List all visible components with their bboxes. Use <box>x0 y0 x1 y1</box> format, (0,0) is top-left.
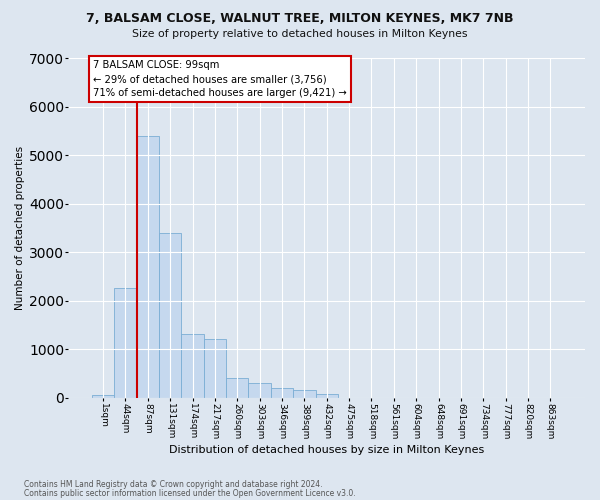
Text: Size of property relative to detached houses in Milton Keynes: Size of property relative to detached ho… <box>132 29 468 39</box>
Text: 7, BALSAM CLOSE, WALNUT TREE, MILTON KEYNES, MK7 7NB: 7, BALSAM CLOSE, WALNUT TREE, MILTON KEY… <box>86 12 514 24</box>
Text: Contains public sector information licensed under the Open Government Licence v3: Contains public sector information licen… <box>24 488 356 498</box>
Bar <box>159 232 181 398</box>
Text: 7 BALSAM CLOSE: 99sqm
← 29% of detached houses are smaller (3,756)
71% of semi-d: 7 BALSAM CLOSE: 99sqm ← 29% of detached … <box>93 60 347 98</box>
Bar <box>226 378 248 398</box>
Bar <box>293 390 316 398</box>
Bar <box>181 334 204 398</box>
Bar <box>92 395 114 398</box>
Bar <box>204 340 226 398</box>
Bar <box>114 288 137 398</box>
X-axis label: Distribution of detached houses by size in Milton Keynes: Distribution of detached houses by size … <box>169 445 484 455</box>
Bar <box>316 394 338 398</box>
Text: Contains HM Land Registry data © Crown copyright and database right 2024.: Contains HM Land Registry data © Crown c… <box>24 480 323 489</box>
Bar <box>137 136 159 398</box>
Bar <box>248 383 271 398</box>
Y-axis label: Number of detached properties: Number of detached properties <box>15 146 25 310</box>
Bar <box>271 388 293 398</box>
